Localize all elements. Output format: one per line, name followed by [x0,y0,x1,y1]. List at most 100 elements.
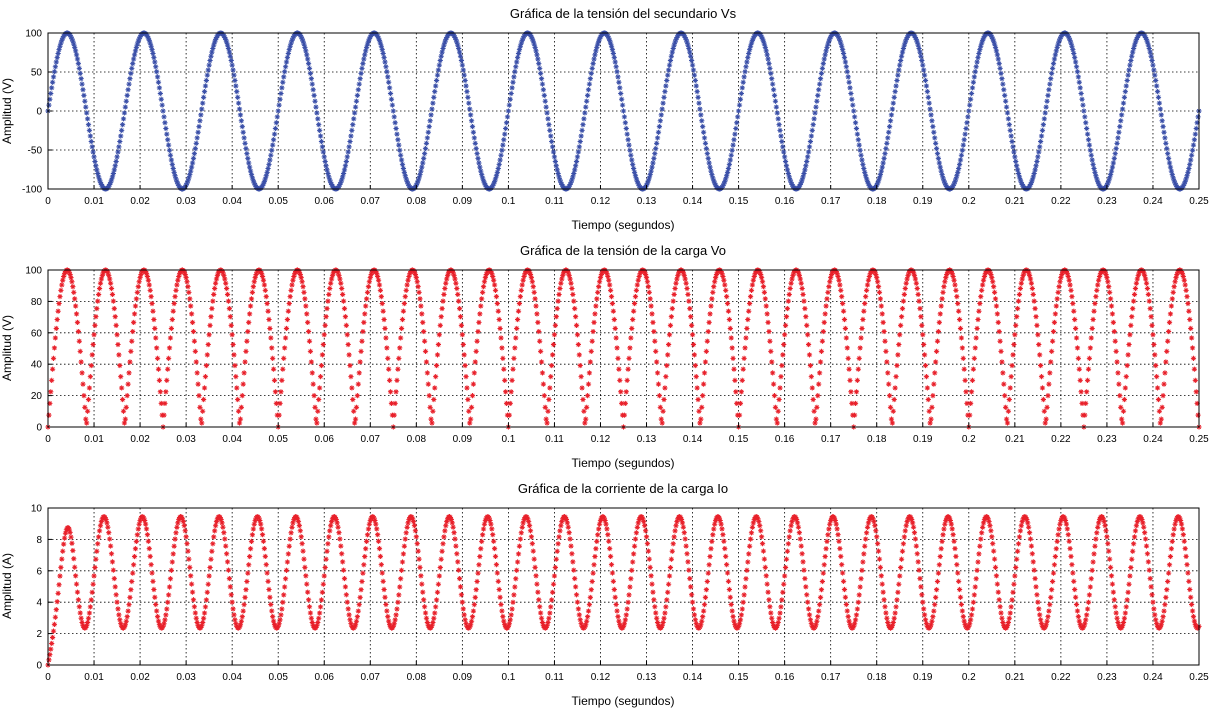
data-point [623,389,629,395]
data-point [365,38,372,44]
data-point [307,610,314,616]
data-point [549,138,555,145]
data-point [1184,562,1190,568]
data-point [679,520,686,526]
data-point [552,158,558,165]
data-point [805,332,811,338]
y-tick-label: 100 [25,29,42,40]
data-point [841,316,848,323]
data-point [1144,39,1151,45]
data-point [108,280,114,286]
data-point [819,578,825,585]
data-point [885,619,891,626]
x-tick-label: 0.24 [1143,672,1163,683]
data-point [546,615,552,621]
data-point [451,530,457,536]
data-point [1077,622,1083,628]
data-point [837,545,843,552]
data-point [143,270,150,277]
data-point [991,548,997,554]
data-point [782,564,789,571]
data-point [1075,74,1081,80]
data-point [243,587,249,593]
data-point [105,270,111,276]
data-point [154,74,161,80]
data-point [1187,161,1193,167]
data-point [362,52,368,58]
data-point [651,155,657,162]
data-point [234,89,240,95]
data-point [768,70,774,77]
data-point [479,538,485,544]
data-point [1108,573,1115,579]
data-point [103,516,109,523]
data-point [597,517,604,524]
data-point [634,524,640,530]
data-point [309,619,315,626]
data-point [854,377,860,383]
data-point [912,536,918,542]
data-point [780,352,786,358]
data-point [1159,404,1165,410]
data-point [970,599,977,605]
data-point [432,89,438,95]
data-point [404,178,410,185]
data-point [946,515,953,521]
data-point [817,594,824,601]
data-point [195,129,201,135]
data-point [90,149,96,155]
data-point [568,179,574,185]
data-point [115,341,121,348]
data-point [267,157,273,163]
data-point [1166,160,1173,166]
data-point [768,348,774,354]
data-point [125,87,131,93]
data-point [213,34,220,41]
data-point [1107,556,1113,562]
data-point [66,269,72,275]
data-point [707,164,713,170]
data-point [1131,291,1138,298]
data-point [863,173,869,179]
data-point [800,559,806,565]
data-point [205,581,211,587]
data-point [1089,157,1095,163]
data-point [568,543,574,549]
data-point [722,545,728,552]
data-point [853,389,860,395]
data-point [968,612,975,618]
data-point [56,300,62,307]
data-point [251,279,257,285]
data-point [934,151,941,157]
data-point [1126,581,1132,587]
data-point [1073,59,1079,65]
data-point [456,45,462,52]
data-point [730,355,736,361]
data-point [676,270,682,276]
data-point [802,575,808,582]
x-tick-label: 0.17 [821,434,841,445]
data-point [1164,145,1170,152]
data-point [62,530,69,536]
data-point [556,174,562,180]
data-point [444,519,450,525]
data-point [374,270,380,277]
data-point [228,592,234,598]
data-point [873,271,879,278]
data-point [225,45,232,52]
data-point [122,622,128,628]
data-point [1159,618,1165,624]
data-point [1028,543,1035,549]
data-point [973,576,979,582]
data-point [1156,100,1163,106]
data-point [854,131,860,137]
data-point [1070,47,1076,53]
data-point [1099,514,1105,520]
data-point [581,116,587,122]
data-point [435,67,442,73]
data-point [882,151,888,157]
data-point [106,183,112,189]
data-point [442,528,448,534]
data-point [686,45,692,52]
data-point [57,573,63,579]
